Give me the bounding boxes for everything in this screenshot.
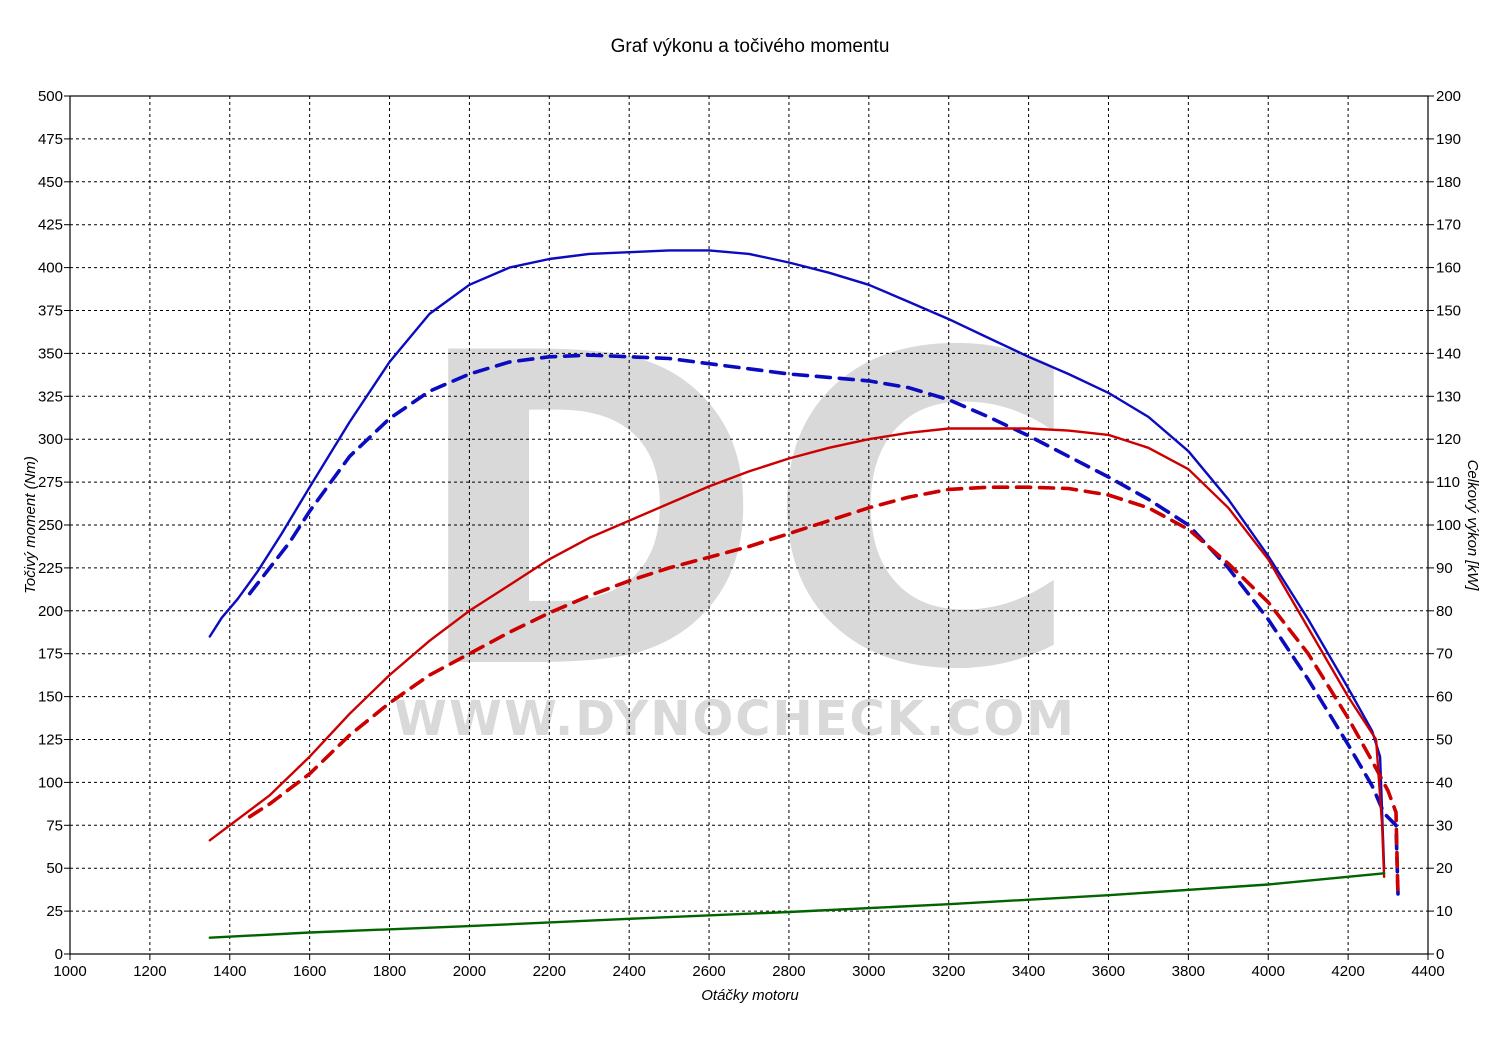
right-tick-label: 190 [1436,131,1461,148]
series-line-2 [247,353,1400,896]
left-tick-label: 475 [38,131,63,148]
right-tick-label: 0 [1436,946,1444,963]
right-tick-label: 70 [1436,646,1453,663]
right-tick-label: 140 [1436,345,1461,362]
right-tick-label: 60 [1436,689,1453,706]
left-tick-label: 450 [38,174,63,191]
right-tick-label: 90 [1436,560,1453,577]
watermark-url: WWW.DYNOCHECK.COM [394,691,1076,747]
x-tick-label: 2800 [772,963,805,980]
left-axis-ticks: 0 25 50 75 100 125 150 175 200 225 250 275 300 325 350… [38,88,70,963]
right-tick-label: 80 [1436,603,1453,620]
left-tick-label: 300 [38,431,63,448]
right-tick-label: 150 [1436,303,1461,320]
watermark-logo: DC [409,264,1082,764]
right-tick-label: 160 [1436,260,1461,277]
x-tick-label: 4400 [1411,963,1444,980]
left-tick-label: 125 [38,732,63,749]
right-tick-label: 120 [1436,431,1461,448]
left-tick-label: 25 [46,903,63,920]
left-tick-label: 425 [38,217,63,234]
series-line-5 [208,872,1386,939]
right-tick-label: 170 [1436,217,1461,234]
left-tick-label: 175 [38,646,63,663]
x-axis-ticks: 1000 1200 1400 1600 1800 2000 2200 2400 2600 2800… [53,954,1445,980]
x-tick-label: 3000 [852,963,885,980]
right-tick-label: 100 [1436,517,1461,534]
right-tick-label: 10 [1436,903,1453,920]
right-tick-label: 130 [1436,388,1461,405]
x-tick-label: 3800 [1172,963,1205,980]
left-tick-label: 325 [38,388,63,405]
left-tick-label: 100 [38,774,63,791]
chart-title: Graf výkonu a točivého momentu [611,36,890,57]
y-axis-label-right: Celkový výkon [kW] [1464,460,1481,592]
right-axis-ticks: 0 10 20 30 40 50 60 70 80 90 100 110 120 130 140 150 160… [1428,88,1461,963]
grid [70,96,1428,954]
left-tick-label: 50 [46,860,63,877]
left-tick-label: 400 [38,260,63,277]
x-tick-label: 3400 [1012,963,1045,980]
x-tick-label: 1200 [133,963,166,980]
x-tick-label: 3200 [932,963,965,980]
right-tick-label: 30 [1436,817,1453,834]
watermark: DC WWW.DYNOCHECK.COM [394,264,1081,764]
x-tick-label: 4200 [1331,963,1364,980]
x-tick-label: 1400 [213,963,246,980]
right-tick-label: 20 [1436,860,1453,877]
right-tick-label: 50 [1436,732,1453,749]
left-tick-label: 75 [46,817,63,834]
x-tick-label: 1800 [373,963,406,980]
left-tick-label: 375 [38,303,63,320]
right-tick-label: 200 [1436,88,1461,105]
series-line-4 [247,485,1400,900]
x-tick-label: 2200 [533,963,566,980]
left-tick-label: 250 [38,517,63,534]
x-tick-label: 2000 [453,963,486,980]
left-tick-label: 200 [38,603,63,620]
right-tick-label: 180 [1436,174,1461,191]
y-axis-label-left: Točivý moment (Nm) [22,456,39,594]
x-tick-label: 1000 [53,963,86,980]
x-tick-label: 2600 [692,963,725,980]
right-tick-label: 40 [1436,774,1453,791]
series-layer [208,249,1400,939]
x-axis-label: Otáčky motoru [701,987,799,1004]
series-line-1 [208,249,1386,870]
x-tick-label: 3600 [1092,963,1125,980]
left-tick-label: 150 [38,689,63,706]
left-tick-label: 500 [38,88,63,105]
left-tick-label: 275 [38,474,63,491]
left-tick-label: 350 [38,345,63,362]
x-tick-label: 2400 [612,963,645,980]
x-tick-label: 4000 [1252,963,1285,980]
left-tick-label: 225 [38,560,63,577]
x-tick-label: 1600 [293,963,326,980]
right-tick-label: 110 [1436,474,1460,491]
left-tick-label: 0 [55,946,63,963]
series-line-3 [208,427,1386,878]
